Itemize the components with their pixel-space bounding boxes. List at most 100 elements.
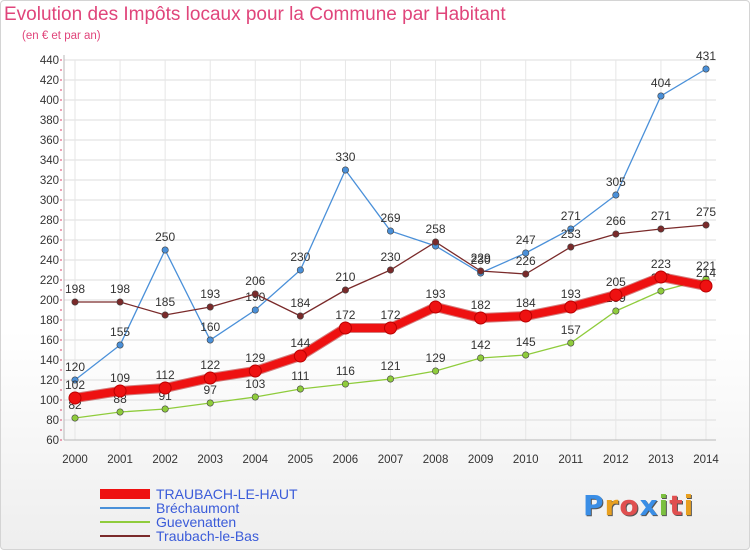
data-point-brechaumont [657,92,665,100]
data-label-traubach-le-bas: 258 [426,222,446,236]
legend-label: Bréchaumont [156,500,240,516]
y-minor-tick [60,409,62,411]
data-label-traubach-le-bas: 210 [335,270,355,284]
x-tick-label: 2012 [603,454,629,466]
data-point-traubach-le-bas [477,267,485,275]
data-point-traubach-le-bas [567,243,575,251]
chart-title: Evolution des Impôts locaux pour la Comm… [4,4,506,25]
data-point-guevenatten [251,393,259,401]
data-label-traubach-le-bas: 206 [245,274,265,288]
y-minor-tick [60,219,62,221]
y-minor-tick [60,89,62,91]
y-tick-label: 360 [40,135,59,147]
data-label-brechaumont: 155 [110,325,130,339]
data-label-guevenatten: 121 [380,359,400,373]
data-label-guevenatten: 103 [245,377,265,391]
data-point-traubach-le-haut [699,279,713,293]
data-point-traubach-le-bas [657,225,665,233]
y-minor-tick [60,429,62,431]
y-minor-tick [60,119,62,121]
data-label-brechaumont: 230 [290,250,310,264]
x-tick-label: 2006 [333,454,359,466]
y-minor-tick [60,259,62,261]
data-label-brechaumont: 269 [380,211,400,225]
data-label-brechaumont: 404 [651,76,671,90]
y-minor-tick [60,139,62,141]
x-tick-label: 2003 [197,454,223,466]
logo-letter: i [658,489,670,522]
data-label-traubach-le-haut: 172 [335,308,355,322]
data-point-brechaumont [296,266,304,274]
legend-swatch [100,521,150,523]
data-point-guevenatten [477,354,485,362]
y-minor-tick [60,309,62,311]
x-tick-label: 2009 [468,454,494,466]
data-label-traubach-le-haut: 193 [561,287,581,301]
data-label-traubach-le-bas: 253 [561,227,581,241]
data-point-traubach-le-bas [702,221,710,229]
data-label-traubach-le-bas: 198 [65,282,85,296]
data-label-guevenatten: 129 [426,351,446,365]
data-label-brechaumont: 250 [155,230,175,244]
data-point-brechaumont [71,376,79,384]
y-minor-tick [60,149,62,151]
data-point-guevenatten [657,287,665,295]
data-point-traubach-le-haut [429,300,443,314]
x-tick-label: 2000 [62,454,88,466]
data-point-guevenatten [432,367,440,375]
data-point-traubach-le-bas [206,303,214,311]
x-tick-label: 2013 [648,454,674,466]
y-tick-label: 260 [40,235,59,247]
x-tick-label: 2004 [242,454,268,466]
data-label-traubach-le-bas: 226 [516,254,536,268]
data-label-traubach-le-bas: 266 [606,214,626,228]
chart-subtitle: (en € et par an) [22,30,101,42]
y-tick-label: 240 [40,255,59,267]
y-minor-tick [60,229,62,231]
data-point-brechaumont [612,191,620,199]
y-tick-label: 440 [40,55,59,67]
data-point-traubach-le-bas [71,298,79,306]
data-point-guevenatten [386,375,394,383]
data-point-guevenatten [206,399,214,407]
data-label-traubach-le-bas: 271 [651,209,671,223]
data-label-guevenatten: 142 [471,338,491,352]
data-point-traubach-le-bas [251,290,259,298]
x-tick-label: 2010 [513,454,539,466]
data-point-brechaumont [567,225,575,233]
data-label-traubach-le-bas: 198 [110,282,130,296]
y-minor-tick [60,379,62,381]
y-minor-tick [60,399,62,401]
y-tick-label: 380 [40,115,59,127]
y-tick-label: 120 [40,375,59,387]
data-point-traubach-le-haut [203,371,217,385]
data-label-brechaumont: 247 [516,233,536,247]
data-label-guevenatten: 111 [291,369,310,383]
y-minor-tick [60,269,62,271]
y-minor-tick [60,419,62,421]
y-minor-tick [60,79,62,81]
data-label-brechaumont: 120 [65,360,85,374]
data-point-traubach-le-bas [612,230,620,238]
data-label-traubach-le-bas: 275 [696,205,716,219]
data-label-traubach-le-haut: 223 [651,257,671,271]
data-point-guevenatten [296,385,304,393]
y-minor-tick [60,199,62,201]
x-tick-label: 2011 [558,454,583,466]
y-minor-tick [60,169,62,171]
y-tick-label: 420 [40,75,59,87]
data-label-traubach-le-bas: 184 [290,296,310,310]
data-label-traubach-le-bas: 230 [380,250,400,264]
data-point-traubach-le-bas [522,270,530,278]
y-tick-label: 140 [40,355,59,367]
x-tick-label: 2014 [693,454,719,466]
y-tick-label: 280 [40,215,59,227]
legend-label: Traubach-le-Bas [156,528,259,544]
data-label-brechaumont: 160 [200,320,220,334]
data-point-traubach-le-haut [113,384,127,398]
x-tick-label: 2002 [152,454,178,466]
y-minor-tick [60,109,62,111]
data-label-guevenatten: 157 [561,323,581,337]
data-point-brechaumont [341,166,349,174]
